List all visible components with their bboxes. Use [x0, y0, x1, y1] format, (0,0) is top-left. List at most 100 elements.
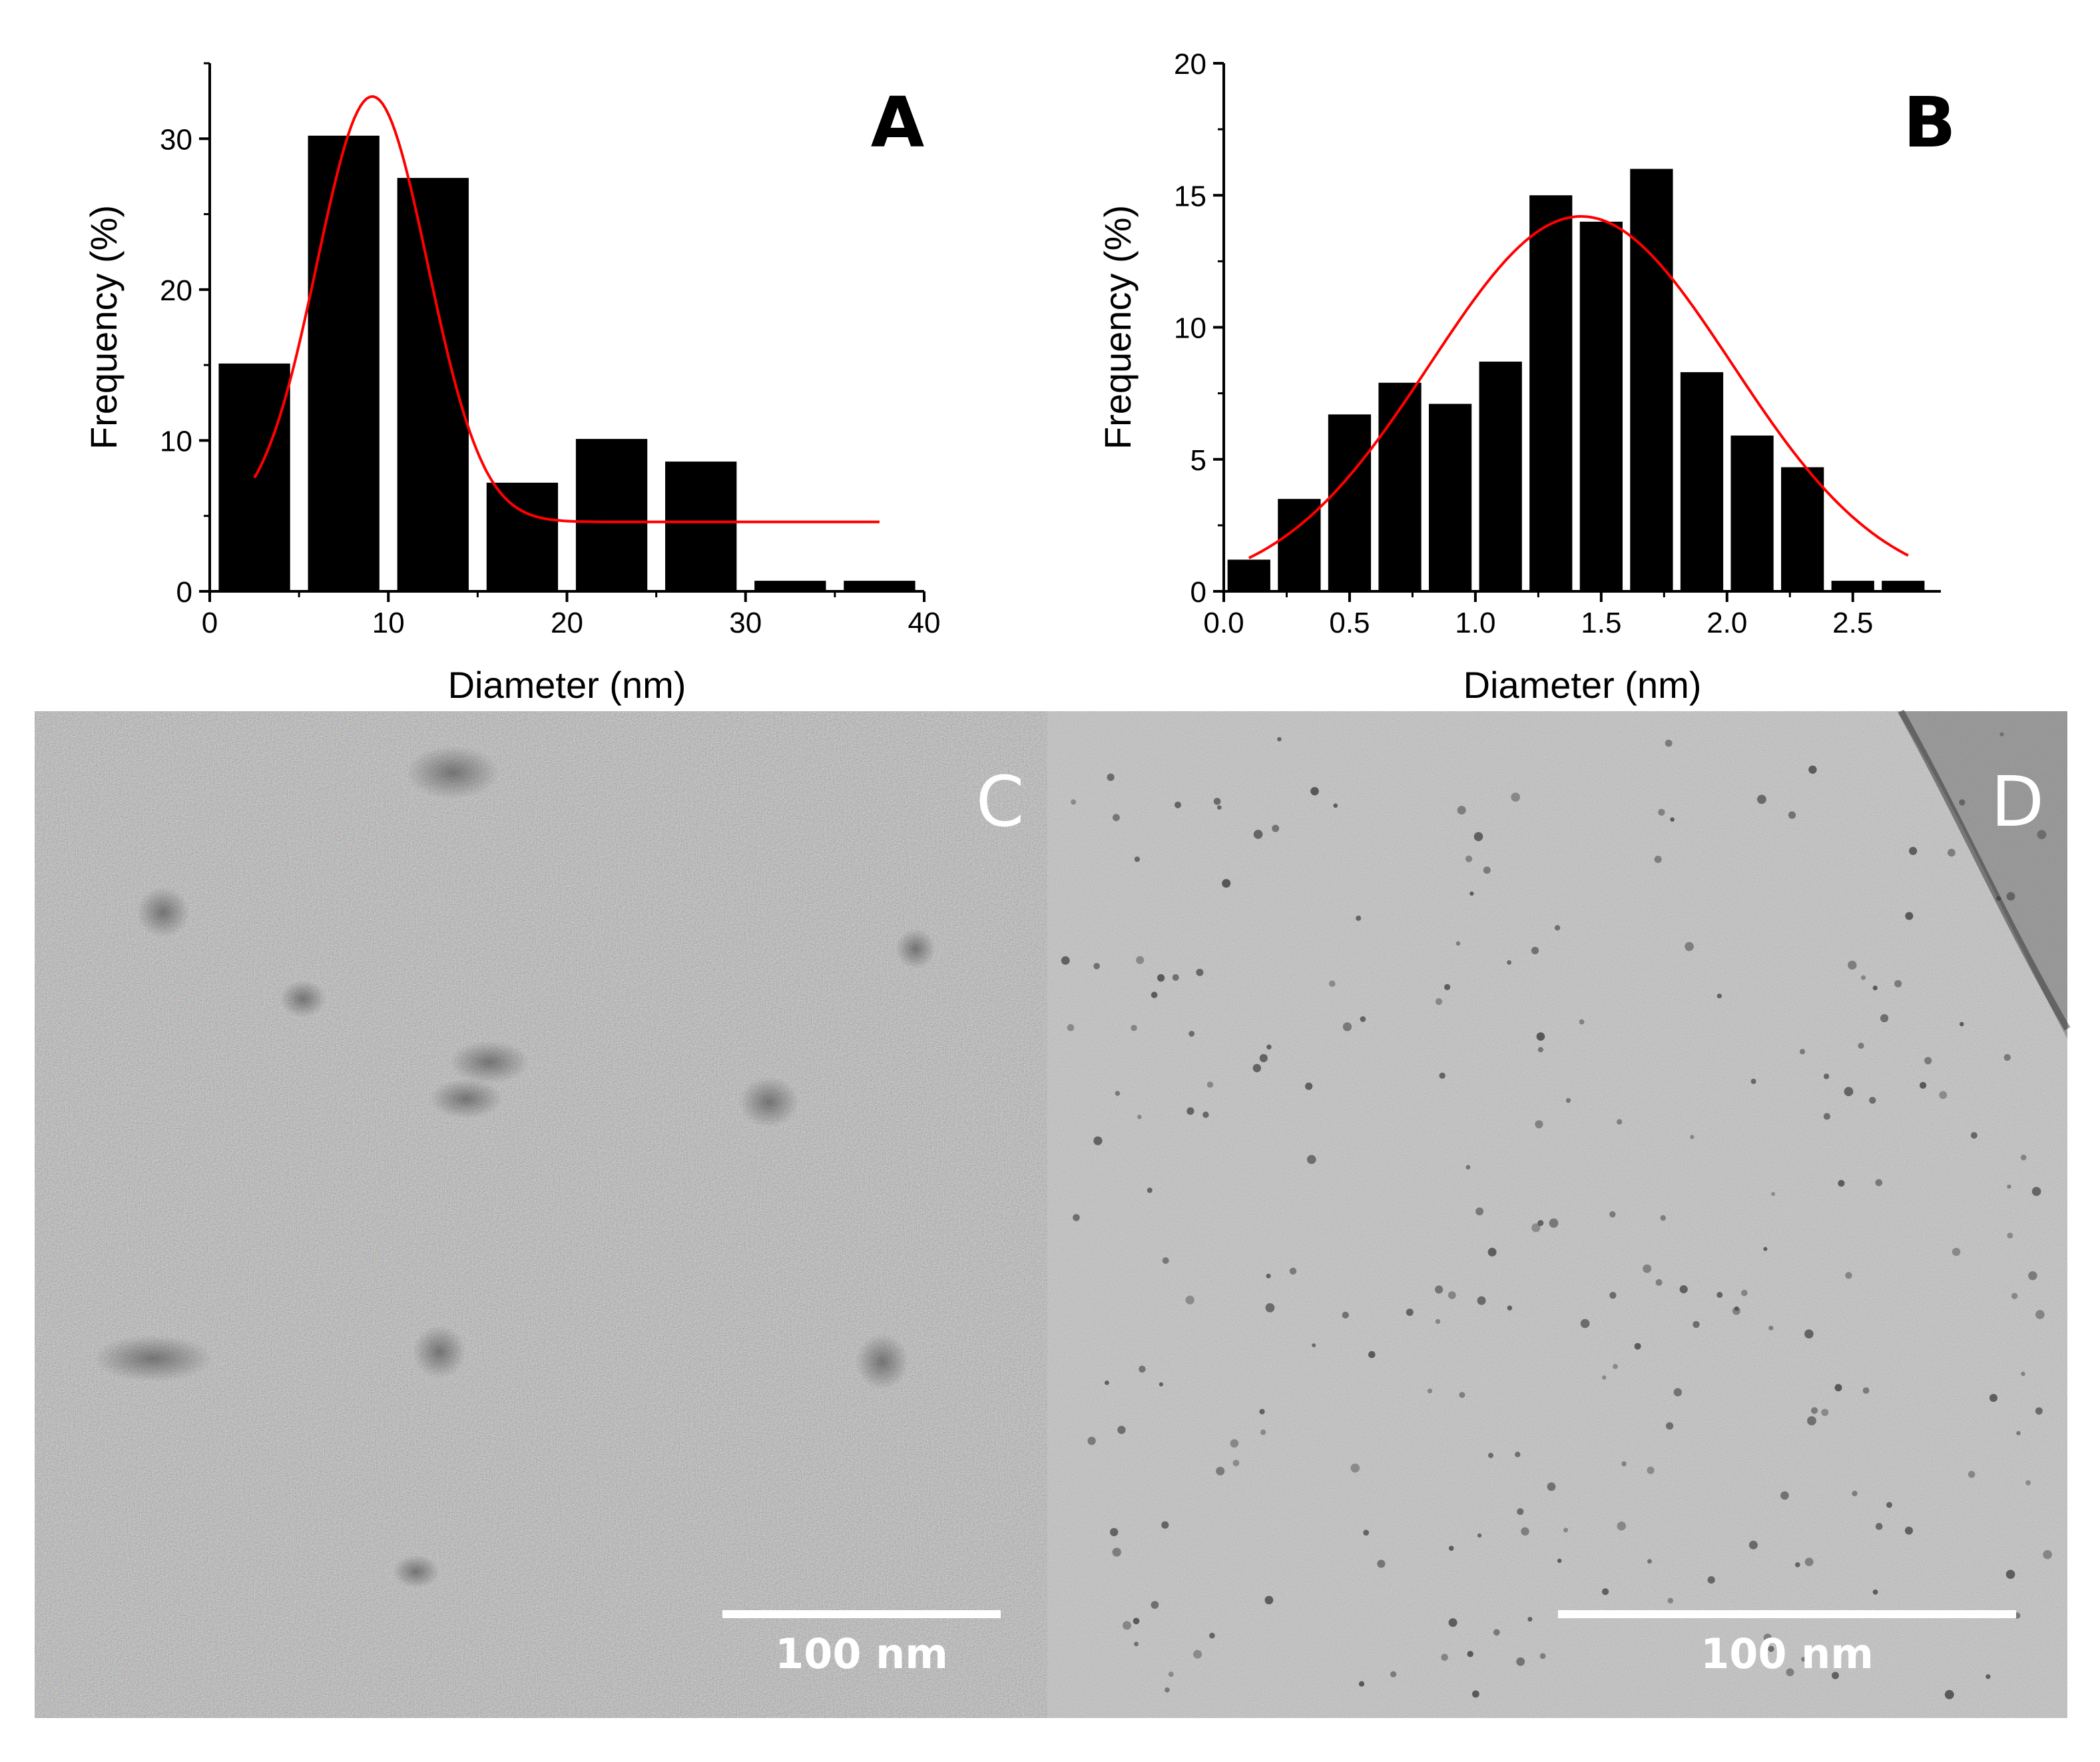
histogram-b-bar	[1529, 195, 1573, 591]
micrograph-d-particle	[1580, 1319, 1590, 1328]
micrograph-d-particle	[2006, 892, 2015, 901]
histogram-b-bar	[1630, 168, 1673, 592]
micrograph-d-particle	[1909, 846, 1918, 855]
histogram-a-x-tick-label: 40	[908, 607, 941, 639]
micrograph-d-particle	[1811, 1407, 1818, 1414]
micrograph-d-particle	[1808, 765, 1817, 774]
micrograph-d-particle	[1368, 1350, 1376, 1358]
micrograph-d-particle	[1151, 1601, 1159, 1610]
scale-bar-c	[722, 1610, 1001, 1618]
micrograph-d-particle	[1939, 1091, 1948, 1099]
micrograph-d-particle	[1894, 980, 1902, 988]
micrograph-d-particle	[1123, 1621, 1131, 1630]
histogram-a-y-tick-label: 30	[160, 123, 192, 156]
histogram-b-y-tick-label: 20	[1174, 48, 1206, 81]
micrograph-d-particle	[1750, 1078, 1756, 1084]
micrograph-d-particle	[2043, 1550, 2052, 1560]
micrograph-d-particle	[1477, 1296, 1486, 1305]
micrograph-d-particle	[1310, 786, 1319, 796]
micrograph-d-particle	[1093, 963, 1100, 970]
micrograph-d-particle	[2031, 1187, 2041, 1196]
micrograph-d-particle	[1535, 1120, 1543, 1129]
histogram-a-bar	[844, 581, 916, 591]
micrograph-d-particle	[1213, 798, 1221, 805]
micrograph-d-particle	[1172, 974, 1179, 981]
micrograph-d-particle	[1685, 942, 1694, 952]
micrograph-d-particle	[1989, 1394, 1997, 1402]
histogram-a-bar	[308, 135, 380, 592]
histogram-b-fit-curve	[1248, 215, 1909, 559]
micrograph-d-particle	[1845, 1272, 1852, 1279]
micrograph-d-particle	[1970, 1132, 1977, 1139]
micrograph-d-particle	[1536, 1032, 1545, 1041]
micrograph-d-particle	[1875, 1179, 1883, 1187]
micrograph-d-particle	[1435, 998, 1443, 1006]
histogram-a-bars	[218, 135, 916, 592]
micrograph-d-particle	[1959, 799, 1966, 806]
micrograph-d-particle	[1342, 1022, 1352, 1031]
micrograph-d-particle	[1667, 1598, 1673, 1604]
histogram-b-y-axis-title: Frequency (%)	[1097, 205, 1139, 449]
micrograph-d-particle	[1521, 1527, 1529, 1536]
micrograph-d-particle	[1517, 1508, 1524, 1516]
micrograph-d-particle	[1435, 1285, 1444, 1294]
micrograph-d-particle	[1477, 1533, 1482, 1538]
micrograph-d-particle	[1602, 1588, 1609, 1596]
micrograph-d-particle	[1537, 1047, 1543, 1053]
micrograph-d-particle	[2011, 1293, 2018, 1299]
micrograph-d-particle	[1406, 1309, 1414, 1317]
micrograph-d-particle	[1222, 879, 1231, 888]
micrograph-d-particle	[1557, 1558, 1562, 1563]
micrograph-d-image	[1047, 711, 2067, 1718]
histogram-b-bar	[1579, 221, 1623, 591]
micrograph-d-particle	[1920, 1081, 1927, 1089]
histogram-a-x-axis-title: Diameter (nm)	[448, 664, 686, 706]
micrograph-d-particle	[1131, 1025, 1137, 1031]
micrograph-d-particle	[1087, 1436, 1096, 1445]
micrograph-d-particle	[1968, 1470, 1975, 1478]
micrograph-d-particle	[1151, 992, 1158, 998]
micrograph-d-particle	[1289, 1267, 1297, 1275]
micrograph-d-particle	[1832, 1671, 1839, 1679]
panel-label-a: A	[871, 82, 925, 163]
histogram-b-bars	[1227, 168, 1925, 592]
micrograph-d-particle	[1483, 866, 1491, 874]
micrograph-d-particle	[1617, 1119, 1623, 1125]
histogram-b-bar	[1730, 436, 1774, 591]
micrograph-d-particle	[1448, 1618, 1457, 1627]
micrograph-d-particle	[1157, 974, 1165, 982]
micrograph-d-particle	[1363, 1530, 1370, 1536]
micrograph-d-particle	[1136, 956, 1145, 964]
micrograph-d-particle	[1821, 1408, 1829, 1416]
micrograph-d-particle	[1253, 830, 1263, 839]
micrograph-d-particle	[1260, 1429, 1266, 1435]
micrograph-d-particle	[1117, 1426, 1126, 1434]
micrograph-d-particle	[1771, 1192, 1776, 1196]
micrograph-d-particle	[1259, 1408, 1265, 1414]
micrograph-d-particle	[1823, 1113, 1830, 1120]
histogram-b-y-tick-label: 15	[1174, 180, 1206, 212]
micrograph-d-particle	[1473, 832, 1483, 842]
micrograph-d-particle	[1259, 1053, 1268, 1063]
micrograph-d-particle	[1673, 1388, 1682, 1396]
micrograph-d-particle	[2003, 1053, 2011, 1061]
micrograph-d-particle	[1465, 855, 1473, 862]
histogram-b-x-tick-label: 0.5	[1329, 607, 1370, 639]
micrograph-d-particle	[1565, 1098, 1571, 1103]
micrograph-d-particle	[1999, 732, 2004, 736]
histogram-b-x-tick-label: 1.5	[1581, 607, 1621, 639]
micrograph-d-particle	[1609, 1292, 1617, 1299]
histogram-b-bar	[1428, 404, 1472, 591]
micrograph-d-particle	[1165, 1687, 1170, 1693]
micrograph-d-particle	[1788, 811, 1796, 819]
micrograph-d-particle	[1093, 1136, 1103, 1145]
micrograph-d-particle	[1563, 1528, 1568, 1533]
micrograph-d-particle	[1547, 1482, 1556, 1491]
micrograph-d-particle	[1457, 806, 1466, 815]
histogram-b-axes: 0.0 0.5 1.0 1.5 2.0 2.5 0 5 10 15 20	[1174, 48, 1941, 639]
micrograph-d-particle	[2035, 1407, 2043, 1415]
micrograph-d-particle	[1162, 1257, 1169, 1264]
micrograph-d-particle	[1487, 1247, 1497, 1257]
micrograph-d-particle	[1161, 1521, 1169, 1529]
histogram-b-x-axis-title: Diameter (nm)	[1463, 664, 1702, 706]
